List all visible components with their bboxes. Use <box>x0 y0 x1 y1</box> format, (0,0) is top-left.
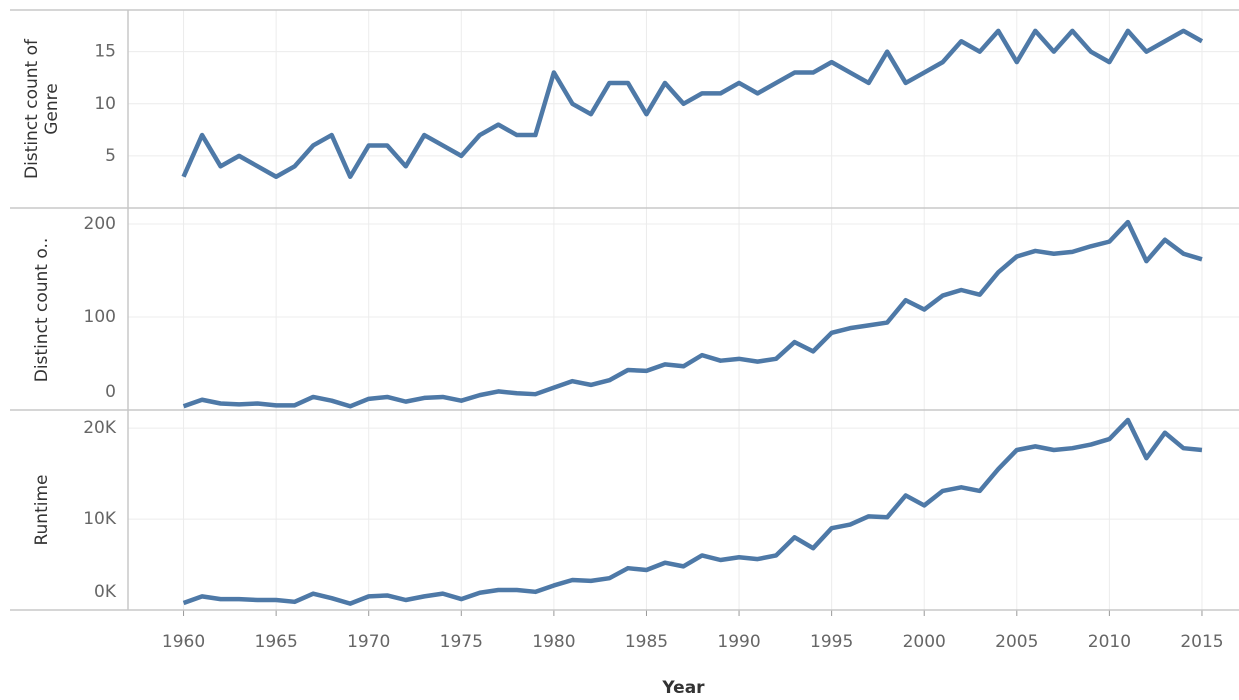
x-tick-label: 1975 <box>440 632 483 652</box>
x-axis-title: Year <box>661 678 705 698</box>
series-line <box>182 417 1203 606</box>
x-tick-label: 1970 <box>347 632 390 652</box>
x-tick-label: 1990 <box>717 632 760 652</box>
series-line <box>182 219 1203 409</box>
x-tick-label: 1965 <box>255 632 298 652</box>
y-tick-label: 20K <box>83 418 117 438</box>
x-tick-label: 2000 <box>903 632 946 652</box>
y-axis-title: Distinct count of Genre <box>22 39 62 180</box>
y-axis-title: Runtime <box>32 474 52 546</box>
y-tick-label: 10 <box>94 94 116 114</box>
x-tick-label: 1985 <box>625 632 668 652</box>
y-tick-label: 100 <box>84 307 116 327</box>
y-tick-label: 10K <box>83 509 117 529</box>
x-tick-label: 2010 <box>1088 632 1131 652</box>
y-tick-label: 15 <box>94 42 116 62</box>
y-tick-label: 200 <box>84 214 116 234</box>
series-line <box>181 28 1204 179</box>
x-tick-label: 2005 <box>995 632 1038 652</box>
x-tick-label: 2015 <box>1180 632 1223 652</box>
y-tick-label: 0 <box>105 382 116 402</box>
x-tick-label: 1995 <box>810 632 853 652</box>
lines <box>181 28 1204 606</box>
y-tick-label: 5 <box>105 146 116 166</box>
y-tick-label: 0K <box>94 582 117 602</box>
y-axis-title: Distinct count o.. <box>32 237 52 383</box>
x-tick-label: 1960 <box>162 632 205 652</box>
x-tick-label: 1980 <box>532 632 575 652</box>
